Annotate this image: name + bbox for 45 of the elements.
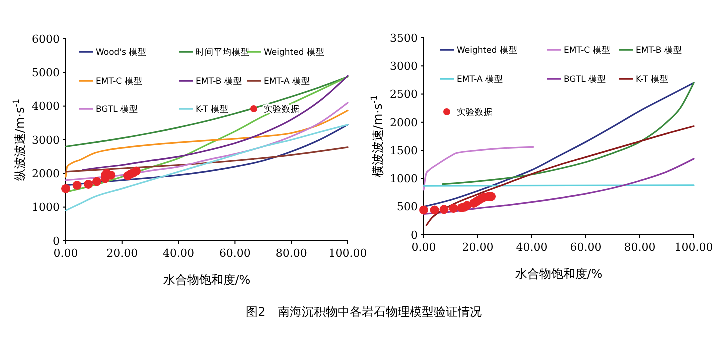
y-tick-label: 6000: [32, 32, 60, 46]
y-tick-label: 1500: [390, 144, 418, 158]
x-tick-label: 80.00: [624, 241, 656, 254]
y-tick-label: 2500: [390, 88, 418, 102]
x-tick-label: 60.00: [570, 241, 602, 254]
y-tick-label: 0: [411, 228, 418, 242]
legend-label: Wood's 模型: [96, 46, 148, 58]
y-tick-label: 2000: [390, 116, 418, 130]
y-tick-label: 3000: [390, 60, 418, 73]
legend-label: Weighted 模型: [457, 44, 518, 56]
x-tick-label: 100.00: [328, 247, 368, 260]
legend-label: BGTL 模型: [564, 74, 607, 85]
y-tick-label: 3000: [32, 134, 60, 147]
x-tick-label: 80.00: [276, 247, 308, 260]
y-tick-label: 0: [53, 234, 60, 248]
legend-label: K-T 模型: [196, 104, 229, 115]
caption: 图2 南海沉积物中各岩石物理模型验证情况: [246, 305, 482, 319]
x-tick-label: 20.00: [462, 241, 494, 254]
x-axis-title: 水合物饱和度/%: [163, 273, 251, 287]
legend-label: 时间平均模型: [196, 46, 250, 58]
y-tick-label: 4000: [32, 100, 60, 114]
x-tick-label: 40.00: [163, 247, 195, 260]
y-tick-label: 500: [397, 200, 418, 214]
legend-label: EMT-B 模型: [636, 44, 682, 56]
legend-label: EMT-B 模型: [196, 76, 242, 87]
y-tick-label: 3500: [390, 32, 418, 45]
legend-label: Weighted 模型: [264, 46, 325, 58]
x-tick-label: 0.00: [412, 241, 436, 254]
x-tick-label: 100.00: [674, 241, 714, 254]
legend-label: BGTL 模型: [96, 104, 139, 115]
y-tick-label: 5000: [32, 66, 60, 80]
legend-label: 实验数据: [457, 106, 493, 118]
y-tick-label: 1000: [32, 201, 60, 214]
legend-label: EMT-C 模型: [96, 76, 143, 87]
x-tick-label: 40.00: [516, 241, 548, 254]
x-axis-title: 水合物饱和度/%: [515, 267, 603, 281]
y-tick-label: 2000: [32, 168, 60, 181]
legend-label: EMT-A 模型: [264, 76, 311, 87]
x-tick-label: 60.00: [219, 247, 251, 260]
y-tick-label: 1000: [390, 172, 418, 186]
legend-label: EMT-C 模型: [564, 44, 611, 56]
legend-label: K-T 模型: [636, 74, 669, 85]
x-tick-label: 0.00: [54, 247, 78, 260]
x-tick-label: 20.00: [106, 247, 138, 260]
legend-label: EMT-A 模型: [457, 74, 504, 85]
